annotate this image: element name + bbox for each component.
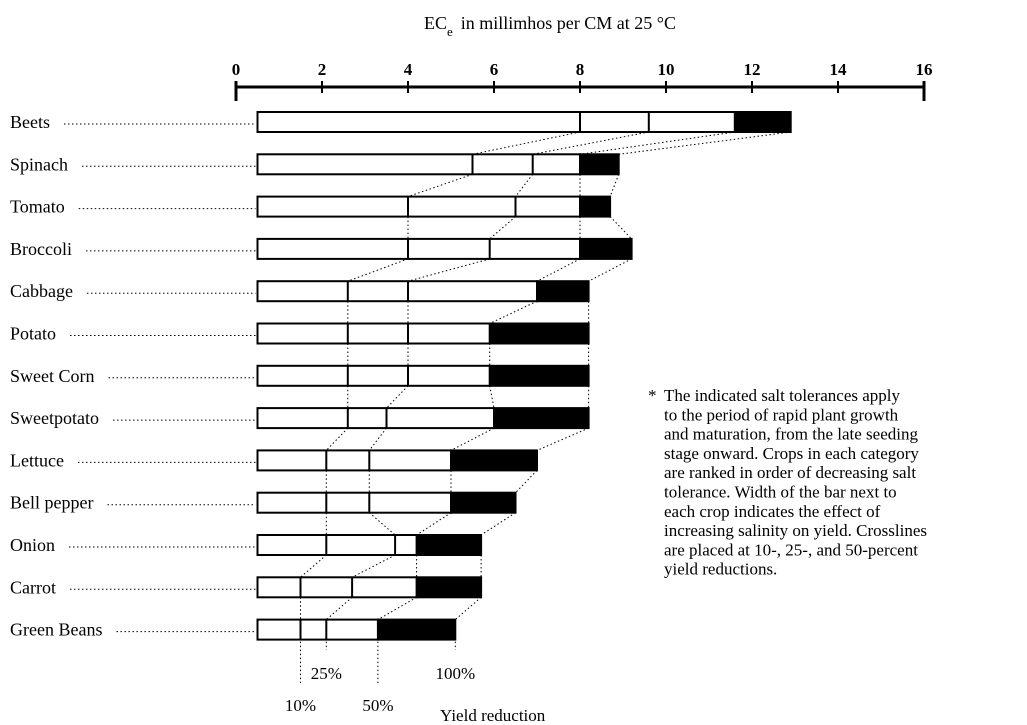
note-line: yield reductions. (664, 560, 777, 579)
bar-loss-segment (580, 154, 619, 174)
tick-label: 2 (318, 60, 327, 79)
bar-loss-segment (580, 197, 610, 217)
bar-tolerance-segment (258, 493, 452, 513)
bar-tolerance-segment (258, 239, 581, 259)
note-asterisk: * (648, 386, 657, 405)
legend-percent-label: 10% (285, 696, 316, 715)
yield-reduction-label: Yield reduction (440, 706, 546, 725)
axis-title: ECe in millimhos per CM at 25 °C (424, 13, 676, 39)
crop-label: Potato (10, 324, 56, 344)
crossline (455, 597, 481, 619)
crop-label: Lettuce (10, 450, 64, 470)
crop-label: Beets (10, 112, 50, 132)
crossline (348, 259, 408, 281)
crossline (610, 217, 632, 239)
crop-label: Onion (10, 535, 55, 555)
note-line: The indicated salt tolerances apply (664, 386, 901, 405)
note-line: are ranked in order of decreasing salt (664, 463, 916, 482)
tick-label: 14 (830, 60, 848, 79)
bar-loss-segment (378, 620, 455, 640)
tick-label: 16 (916, 60, 933, 79)
bar-tolerance-segment (258, 408, 495, 428)
bar-tolerance-segment (258, 366, 490, 386)
bar-loss-segment (451, 450, 537, 470)
crossline (516, 174, 533, 196)
crossline (473, 132, 581, 154)
bar-loss-segment (417, 535, 482, 555)
crossline (490, 301, 537, 323)
crossline (408, 174, 473, 196)
crop-label: Broccoli (10, 239, 72, 259)
bar-loss-segment (494, 408, 589, 428)
crossline (490, 217, 516, 239)
crop-label: Tomato (10, 197, 65, 217)
legend-percent-label: 50% (362, 696, 393, 715)
crossline (369, 428, 386, 450)
crop-label: Bell pepper (10, 493, 93, 513)
bar-tolerance-segment (258, 154, 581, 174)
note-line: are placed at 10-, 25-, and 50-percent (664, 540, 918, 559)
crossline (352, 555, 395, 577)
tick-label: 10 (658, 60, 675, 79)
bar-loss-segment (735, 112, 791, 132)
crossline (387, 386, 409, 408)
bar-tolerance-segment (258, 281, 538, 301)
crossline (580, 132, 735, 154)
crossline (369, 513, 395, 535)
bar-loss-segment (490, 366, 589, 386)
crossline (326, 428, 348, 450)
bar-loss-segment (580, 239, 632, 259)
bar-tolerance-segment (258, 535, 417, 555)
crossline (516, 470, 538, 492)
bar-loss-segment (537, 281, 589, 301)
tick-label: 8 (576, 60, 585, 79)
crossline (589, 259, 632, 281)
crossline (301, 555, 327, 577)
crop-labels: Beets Spinach Tomato Broccoli Cabbage Potato S… (10, 112, 256, 640)
crop-label: Green Beans (10, 620, 102, 640)
bar-loss-segment (490, 324, 589, 344)
crop-label: Spinach (10, 154, 68, 174)
crop-label: Cabbage (10, 281, 73, 301)
note-line: tolerance. Width of the bar next to (664, 483, 897, 502)
bar-tolerance-segment (258, 620, 378, 640)
bar-tolerance-segment (258, 197, 581, 217)
tick-label: 12 (744, 60, 761, 79)
crossline (619, 132, 791, 154)
crop-label: Sweet Corn (10, 366, 95, 386)
legend-percent-label: 25% (311, 664, 342, 683)
crossline (451, 428, 494, 450)
tick-label: 4 (404, 60, 413, 79)
bar-loss-segment (451, 493, 516, 513)
note-line: stage onward. Crops in each category (664, 444, 919, 463)
note-line: and maturation, from the late seeding (664, 425, 918, 444)
axis: 0 2 4 6 8 10 12 14 16 ECe in millimhos per CM at 2… (232, 13, 933, 101)
note-line: each crop indicates the effect of (664, 502, 881, 521)
crossline (490, 386, 494, 408)
bar-tolerance-segment (258, 112, 735, 132)
tick-label: 0 (232, 60, 241, 79)
crossline (533, 132, 649, 154)
bar-tolerance-segment (258, 324, 490, 344)
note-line: increasing salinity on yield. Crosslines (664, 521, 927, 540)
bar-loss-segment (417, 577, 482, 597)
bar-tolerance-segment (258, 450, 452, 470)
crossline (408, 259, 490, 281)
crossline (537, 428, 589, 450)
crossline (417, 513, 451, 535)
bar-tolerance-segment (258, 577, 417, 597)
crossline (378, 597, 417, 619)
crop-label: Carrot (10, 577, 56, 597)
legend-percent-label: 100% (435, 664, 475, 683)
yield-reduction-legend: 10% 25% 50% 100% Yield reduction (285, 642, 546, 725)
note-line: to the period of rapid plant growth (664, 405, 899, 424)
crossline (537, 259, 580, 281)
crop-label: Sweetpotato (10, 408, 99, 428)
crossline (326, 597, 352, 619)
crossline (610, 174, 619, 196)
tick-label: 6 (490, 60, 499, 79)
crossline (481, 513, 515, 535)
